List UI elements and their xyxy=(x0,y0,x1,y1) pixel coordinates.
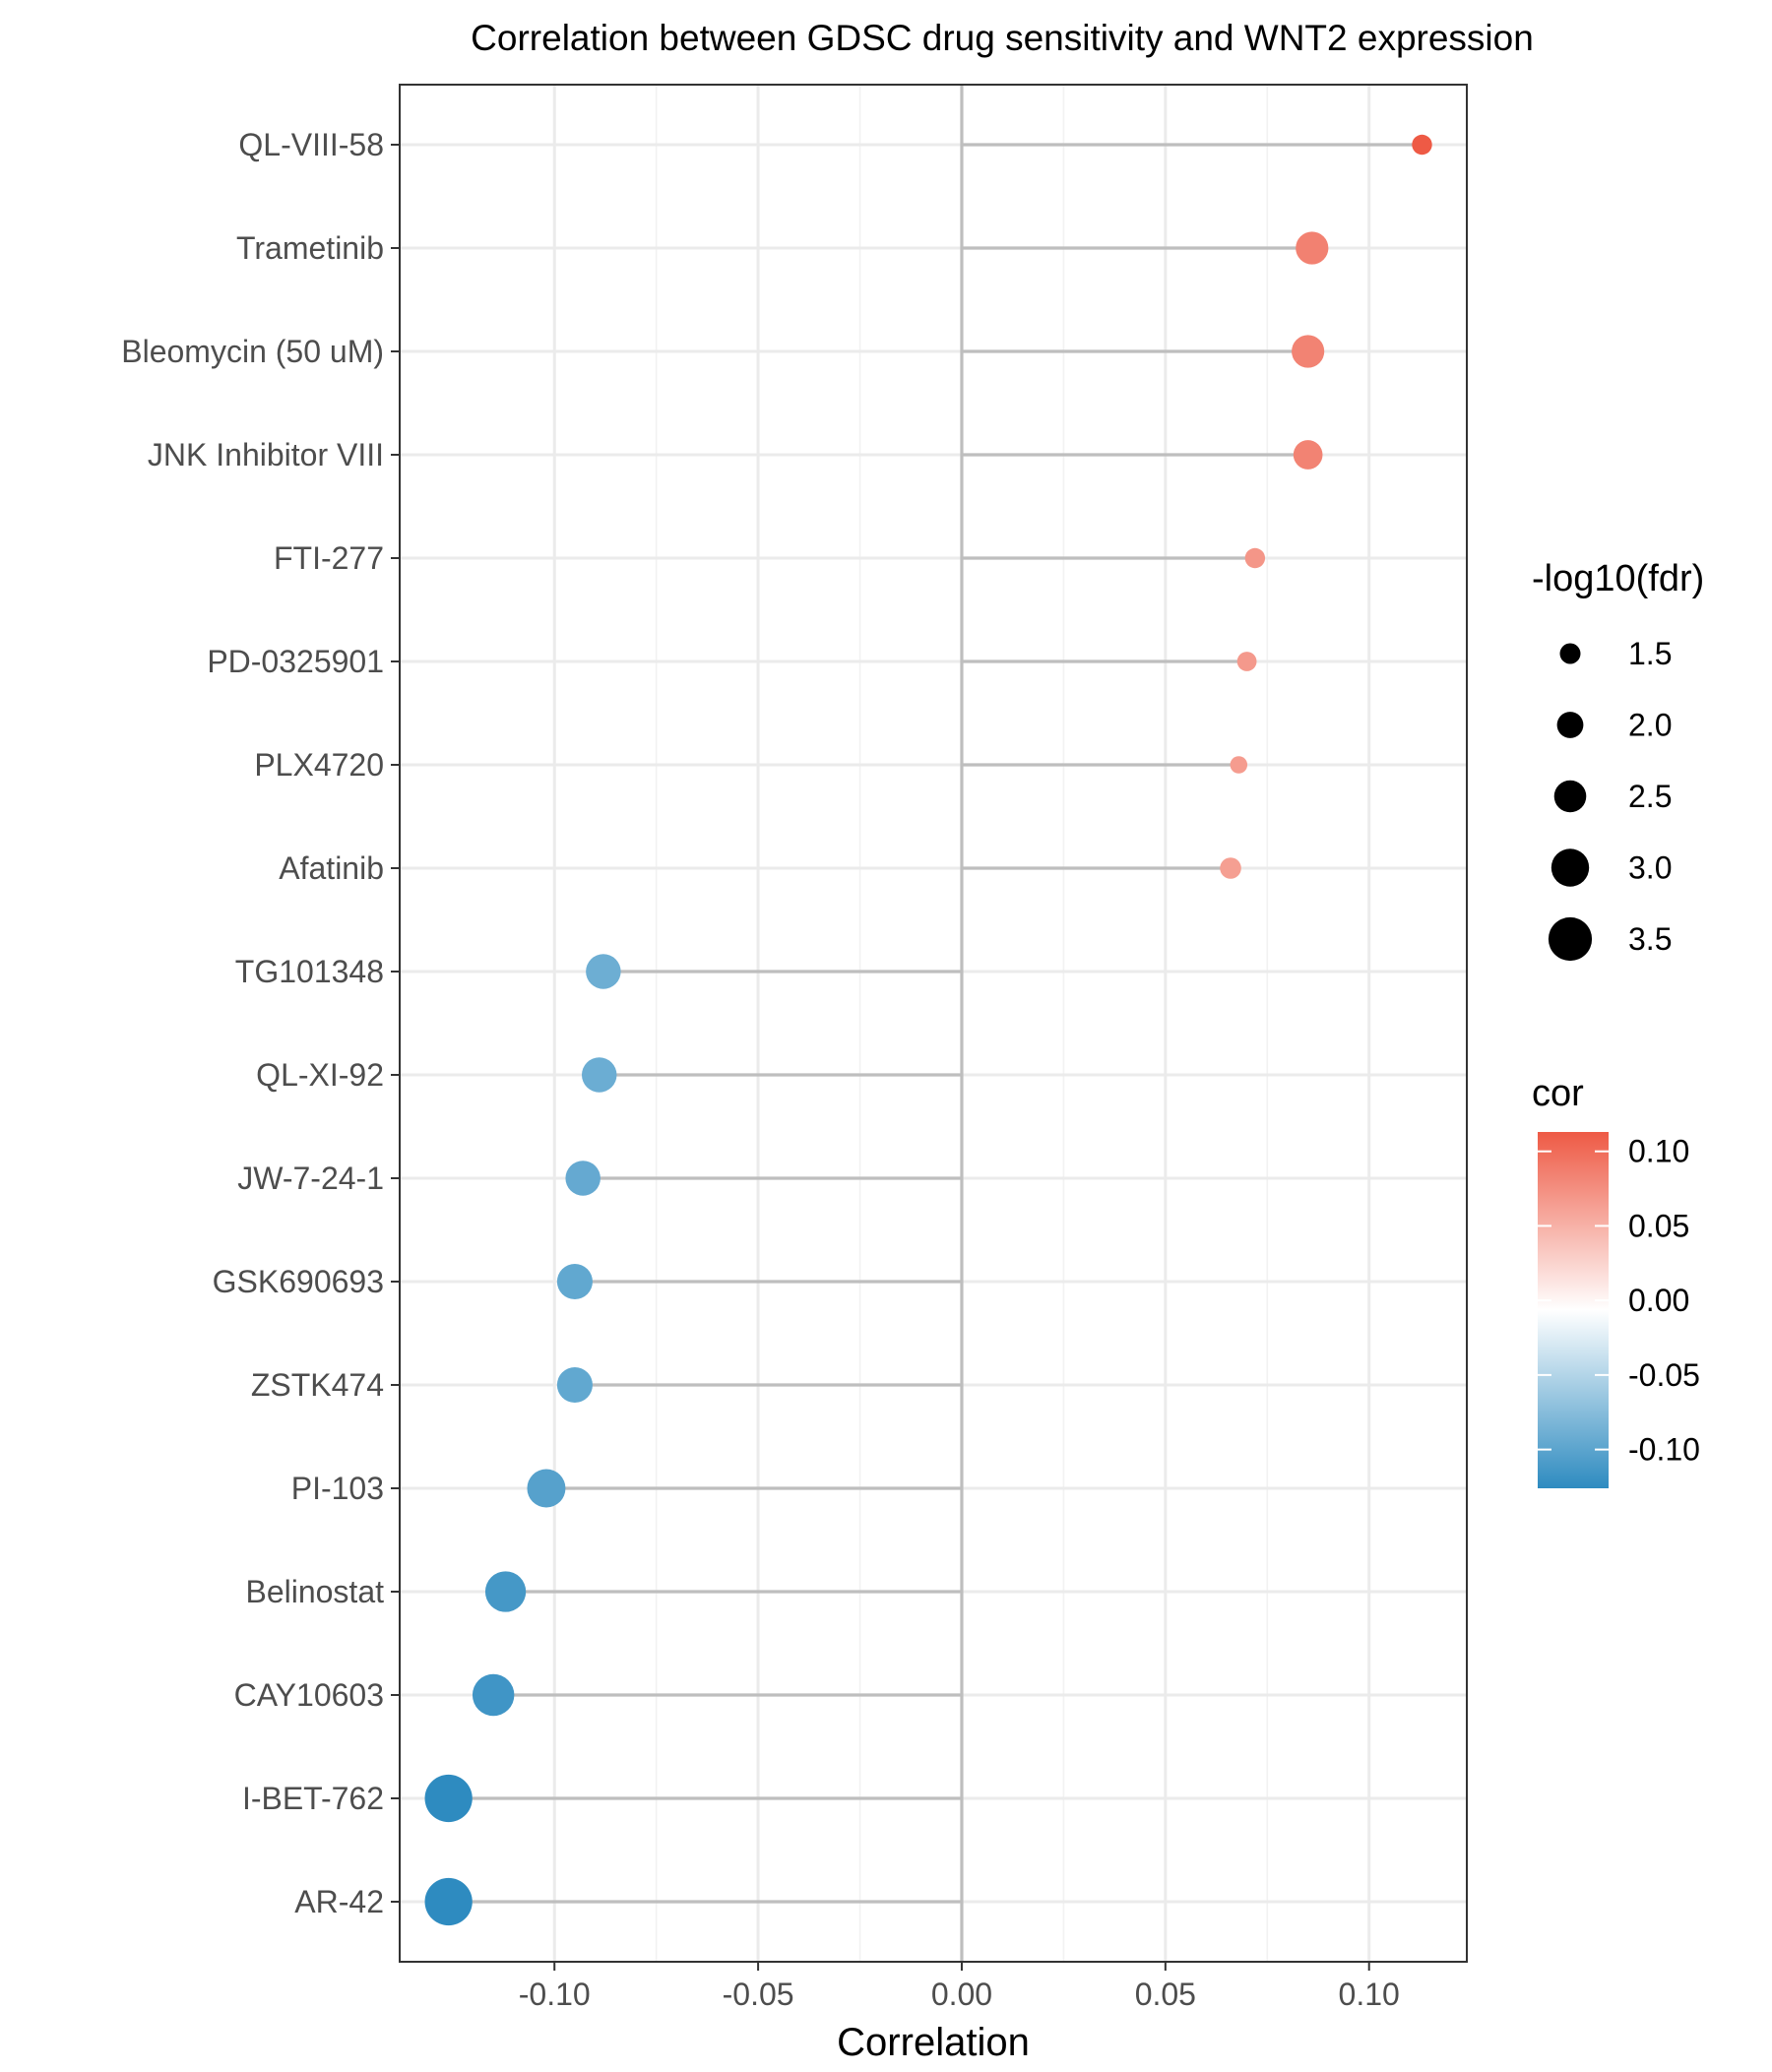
x-tick-label: -0.10 xyxy=(519,1977,591,2012)
size-legend-title: -log10(fdr) xyxy=(1532,558,1704,599)
panel-border xyxy=(399,84,1468,1963)
size-legend-label: 1.5 xyxy=(1628,636,1672,671)
lollipop-point xyxy=(581,1057,617,1093)
lollipop-point xyxy=(1293,440,1323,470)
lollipop-point xyxy=(1236,652,1257,671)
y-tick-label: Afatinib xyxy=(279,850,384,886)
chart-title: Correlation between GDSC drug sensitivit… xyxy=(471,18,1534,58)
size-legend-key xyxy=(1548,916,1593,962)
x-tick-label: 0.00 xyxy=(931,1977,992,2012)
size-legend-key xyxy=(1550,848,1590,887)
x-tick-label: 0.05 xyxy=(1135,1977,1196,2012)
size-legend-label: 3.0 xyxy=(1628,850,1672,886)
y-tick-label: TG101348 xyxy=(235,954,384,989)
y-tick-label: QL-XI-92 xyxy=(256,1057,384,1093)
lollipop-point xyxy=(1220,857,1241,879)
color-legend-label: -0.05 xyxy=(1628,1357,1700,1393)
stem-layer xyxy=(448,143,1423,1904)
size-legend-label: 2.0 xyxy=(1628,708,1672,743)
y-tick-label: GSK690693 xyxy=(213,1264,384,1299)
y-tick-label: JW-7-24-1 xyxy=(237,1161,384,1196)
size-legend-label: 3.5 xyxy=(1628,921,1672,957)
x-tick-label: 0.10 xyxy=(1339,1977,1400,2012)
y-tick-label: QL-VIII-58 xyxy=(238,127,384,162)
size-legend-label: 2.5 xyxy=(1628,779,1672,814)
lollipop-point xyxy=(484,1571,527,1612)
lollipop-point xyxy=(1412,134,1432,156)
lollipop-point xyxy=(1296,231,1329,265)
y-tick-label: JNK Inhibitor VIII xyxy=(148,437,384,472)
point-layer xyxy=(424,134,1432,1926)
y-tick-label: Trametinib xyxy=(236,230,384,266)
lollipop-point xyxy=(1292,335,1325,368)
y-tick-label: Belinostat xyxy=(245,1574,384,1609)
color-legend-label: -0.10 xyxy=(1628,1432,1700,1468)
y-axis: QL-VIII-58 Trametinib Bleomycin (50 uM) JNK… xyxy=(121,127,400,1919)
lollipop-point xyxy=(424,1877,473,1926)
lollipop-point xyxy=(472,1673,515,1717)
y-tick-label: PI-103 xyxy=(291,1471,384,1506)
lollipop-point xyxy=(556,1366,593,1404)
color-legend-title: cor xyxy=(1532,1073,1584,1114)
lollipop-point xyxy=(565,1161,601,1196)
x-axis: -0.10 -0.05 0.00 0.05 0.10 xyxy=(519,1962,1400,2012)
y-tick-label: AR-42 xyxy=(294,1884,384,1919)
y-tick-label: FTI-277 xyxy=(274,540,384,576)
color-legend: cor 0.10 0.05 0.00 -0.05 -0.10 xyxy=(1532,1073,1700,1488)
y-tick-label: I-BET-762 xyxy=(242,1781,384,1816)
color-legend-label: 0.10 xyxy=(1628,1134,1689,1169)
lollipop-point xyxy=(556,1263,593,1300)
lollipop-point xyxy=(1244,547,1266,569)
color-legend-bar xyxy=(1538,1132,1609,1488)
size-legend-key xyxy=(1553,780,1587,813)
panel-background xyxy=(400,85,1467,1962)
color-legend-label: 0.00 xyxy=(1628,1283,1689,1318)
grid-layer xyxy=(400,85,1467,1962)
x-axis-title: Correlation xyxy=(837,2021,1030,2064)
size-legend-key xyxy=(1559,643,1581,664)
size-legend: -log10(fdr) 1.5 2.0 2.5 3.0 3.5 xyxy=(1532,558,1704,962)
y-tick-label: CAY10603 xyxy=(234,1677,384,1713)
lollipop-point xyxy=(1230,756,1248,774)
y-tick-label: Bleomycin (50 uM) xyxy=(121,334,384,369)
lollipop-point xyxy=(424,1774,473,1823)
y-tick-label: PD-0325901 xyxy=(207,644,384,679)
color-legend-label: 0.05 xyxy=(1628,1208,1689,1243)
x-tick-label: -0.05 xyxy=(723,1977,794,2012)
y-tick-label: PLX4720 xyxy=(254,747,384,783)
y-tick-label: ZSTK474 xyxy=(251,1367,384,1403)
lollipop-point xyxy=(586,954,621,989)
size-legend-key xyxy=(1556,712,1584,738)
lollipop-point xyxy=(527,1469,566,1508)
